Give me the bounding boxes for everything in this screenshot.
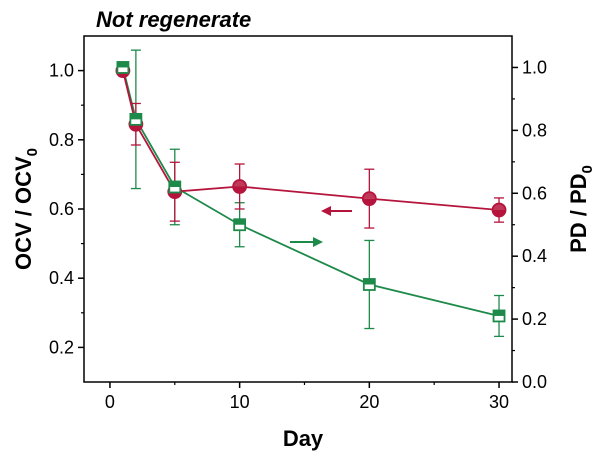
x-tick-label: 0 [105, 392, 115, 412]
y-left-axis-label-sub: 0 [24, 148, 41, 156]
chart-title: Not regenerate [96, 7, 251, 32]
y-left-tick-label: 1.0 [49, 61, 74, 81]
y-right-tick-label: 0.4 [522, 246, 547, 266]
series-layer [115, 49, 507, 338]
data-point-circle [491, 202, 507, 218]
plot-frame [83, 35, 513, 383]
y-left-tick-label: 0.2 [49, 337, 74, 357]
y-right-tick-label: 0.0 [522, 372, 547, 392]
x-axis-ticks: 0 10 20 30 [105, 382, 509, 412]
y-left-axis-label-main: OCV / OCV [11, 156, 36, 270]
x-tick-label: 30 [489, 392, 509, 412]
y-right-axis-label: PD / PD0 [566, 165, 596, 253]
y-left-tick-label: 0.6 [49, 199, 74, 219]
left-axis-arrow [321, 206, 352, 216]
y-left-axis-label: OCV / OCV0 [11, 148, 41, 270]
x-axis-label: Day [283, 426, 324, 451]
y-left-axis-ticks: 0.2 0.4 0.6 0.8 1.0 [49, 61, 84, 357]
x-tick-label: 10 [230, 392, 250, 412]
series-line-square [122, 67, 500, 317]
y-left-tick-label: 0.4 [49, 268, 74, 288]
y-right-axis-ticks: 0.0 0.2 0.4 0.6 0.8 1.0 [512, 57, 547, 392]
y-right-tick-label: 1.0 [522, 57, 547, 77]
y-right-tick-label: 0.2 [522, 309, 547, 329]
data-point-square [362, 278, 376, 291]
data-point-square [168, 180, 182, 194]
data-point-square [233, 218, 247, 232]
y-right-tick-label: 0.8 [522, 120, 547, 140]
y-left-tick-label: 0.8 [49, 130, 74, 150]
data-point-square [129, 112, 143, 126]
y-right-axis-label-sub: 0 [579, 165, 596, 173]
data-point-square [492, 309, 506, 323]
right-axis-arrow [290, 237, 323, 247]
data-point-circle [232, 179, 248, 194]
y-right-axis-label-main: PD / PD [566, 173, 591, 252]
data-point-square [116, 61, 130, 74]
y-right-tick-label: 0.6 [522, 183, 547, 203]
data-point-circle [361, 191, 377, 207]
x-tick-label: 20 [359, 392, 379, 412]
